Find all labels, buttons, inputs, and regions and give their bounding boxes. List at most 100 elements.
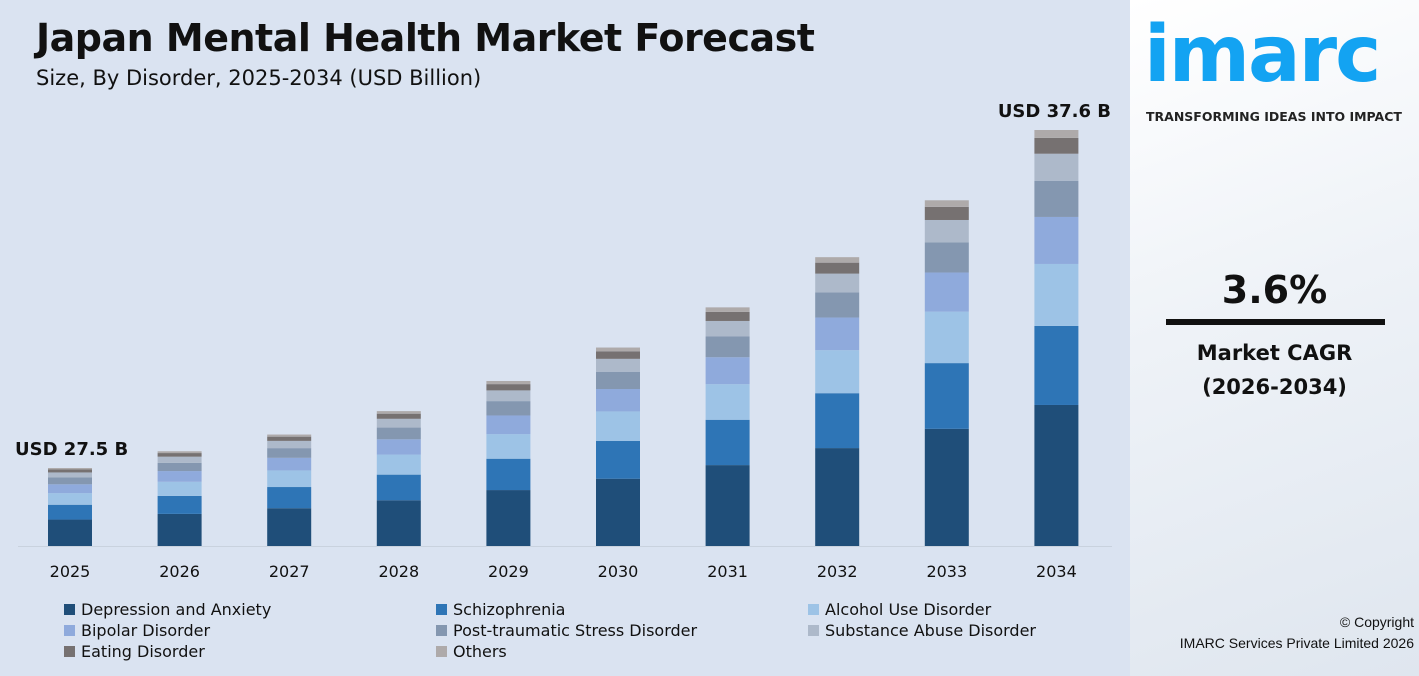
bar-segment-2025-6 xyxy=(48,469,92,473)
bar-segment-2026-6 xyxy=(157,453,202,457)
copyright: © Copyright xyxy=(1339,614,1414,630)
legend-swatch xyxy=(436,646,447,657)
legend-swatch xyxy=(436,625,447,636)
bar-segment-2028-0 xyxy=(376,500,421,546)
bar-segment-2027-3 xyxy=(267,457,312,471)
bar-segment-2030-6 xyxy=(596,351,640,359)
bar-segment-2034-7 xyxy=(1034,130,1079,138)
bar-segment-2031-2 xyxy=(705,384,750,420)
bar-segment-2025-0 xyxy=(48,519,92,546)
legend-swatch xyxy=(64,625,75,636)
bar-segment-2029-7 xyxy=(486,380,531,385)
bar-segment-2027-0 xyxy=(267,508,312,546)
bar-segment-2032-1 xyxy=(815,393,860,449)
bar-segment-2025-3 xyxy=(48,484,92,494)
bar-segment-2031-7 xyxy=(705,307,750,312)
divider xyxy=(1166,319,1385,325)
legend-item: Post-traumatic Stress Disorder xyxy=(436,621,697,640)
bar-segment-2029-4 xyxy=(486,401,531,416)
bar-segment-2033-5 xyxy=(924,219,969,243)
bar-segment-2029-2 xyxy=(486,434,531,459)
legend-item: Bipolar Disorder xyxy=(64,621,210,640)
x-tick-label: 2028 xyxy=(378,562,419,581)
x-tick-label: 2027 xyxy=(269,562,310,581)
legend-label: Schizophrenia xyxy=(453,600,566,619)
x-tick-label: 2033 xyxy=(926,562,967,581)
legend-item: Others xyxy=(436,642,507,661)
bar-segment-2033-6 xyxy=(924,206,969,220)
bar-segment-2025-5 xyxy=(48,472,92,478)
bar-segment-2032-4 xyxy=(815,292,860,318)
bar-segment-2026-1 xyxy=(157,495,202,514)
bar-segment-2030-3 xyxy=(596,389,640,412)
data-label: USD 37.6 B xyxy=(998,101,1111,122)
bar-segment-2030-4 xyxy=(596,371,640,390)
legend-item: Eating Disorder xyxy=(64,642,205,661)
bar-segment-2027-1 xyxy=(267,487,312,509)
bar-segment-2025-7 xyxy=(48,468,92,470)
bar-segment-2033-3 xyxy=(924,272,969,312)
legend-swatch xyxy=(808,625,819,636)
bar-segment-2027-4 xyxy=(267,448,312,458)
bar-segment-2027-7 xyxy=(267,434,312,437)
legend-label: Post-traumatic Stress Disorder xyxy=(453,621,698,640)
bar-segment-2026-5 xyxy=(157,456,202,463)
bar-segment-2030-0 xyxy=(596,478,640,546)
bar-segment-2026-0 xyxy=(157,513,202,546)
bar-segment-2033-2 xyxy=(924,311,969,364)
cagr-label: Market CAGR xyxy=(1196,341,1353,365)
bar-segment-2029-0 xyxy=(486,490,531,546)
bar-segment-2031-6 xyxy=(705,311,750,321)
bar-segment-2028-6 xyxy=(376,413,421,419)
bar-segment-2030-1 xyxy=(596,441,640,479)
legend-label: Bipolar Disorder xyxy=(81,621,211,640)
bar-segment-2029-5 xyxy=(486,390,531,402)
legend-swatch xyxy=(64,646,75,657)
bar-segment-2034-1 xyxy=(1034,325,1079,405)
bar-segment-2026-4 xyxy=(157,462,202,472)
legend-label: Others xyxy=(453,642,507,661)
bar-segment-2026-7 xyxy=(157,451,202,454)
legend-item: Alcohol Use Disorder xyxy=(808,600,991,619)
bar-segment-2033-0 xyxy=(924,428,969,546)
legend-label: Depression and Anxiety xyxy=(81,600,272,619)
bar-segment-2031-5 xyxy=(705,320,750,337)
bar-segment-2025-1 xyxy=(48,504,92,520)
x-tick-label: 2030 xyxy=(598,562,639,581)
company-name: IMARC Services Private Limited 2026 xyxy=(1179,635,1414,651)
data-label: USD 27.5 B xyxy=(15,439,128,460)
bar-segment-2028-5 xyxy=(376,418,421,428)
bar-segment-2034-6 xyxy=(1034,137,1079,154)
x-tick-label: 2032 xyxy=(817,562,858,581)
bar-segment-2026-2 xyxy=(157,481,202,496)
bar-segment-2029-1 xyxy=(486,458,531,491)
bar-segment-2030-5 xyxy=(596,358,640,372)
bar-segment-2025-4 xyxy=(48,477,92,485)
info-panel: imarc TRANSFORMING IDEAS INTO IMPACT 3.6… xyxy=(1130,0,1419,676)
bar-segment-2028-2 xyxy=(376,454,421,475)
bar-segment-2033-1 xyxy=(924,363,969,429)
bar-segment-2031-3 xyxy=(705,357,750,385)
bar-segment-2033-7 xyxy=(924,200,969,207)
bar-segment-2027-6 xyxy=(267,436,312,441)
bar-segment-2025-2 xyxy=(48,493,92,505)
bar-segment-2033-4 xyxy=(924,242,969,273)
chart-title: Japan Mental Health Market Forecast xyxy=(36,16,815,60)
x-tick-label: 2026 xyxy=(159,562,200,581)
bar-segment-2034-3 xyxy=(1034,216,1079,264)
bar-segment-2028-4 xyxy=(376,427,421,440)
bar-segment-2028-3 xyxy=(376,439,421,455)
bar-segment-2034-4 xyxy=(1034,180,1079,217)
legend-swatch xyxy=(64,604,75,615)
bar-segment-2031-4 xyxy=(705,336,750,358)
bar-segment-2029-3 xyxy=(486,415,531,435)
x-tick-label: 2025 xyxy=(50,562,91,581)
x-tick-label: 2034 xyxy=(1036,562,1077,581)
stacked-bar-chart: 2025 2026 2027 2028 2029 2030 2031 2032 2033 2034… xyxy=(15,101,1112,581)
legend-swatch xyxy=(808,604,819,615)
legend-item: Substance Abuse Disorder xyxy=(808,621,1036,640)
bar-segment-2032-6 xyxy=(815,262,860,274)
bar-segment-2032-5 xyxy=(815,273,860,293)
cagr-value: 3.6% xyxy=(1221,268,1328,312)
